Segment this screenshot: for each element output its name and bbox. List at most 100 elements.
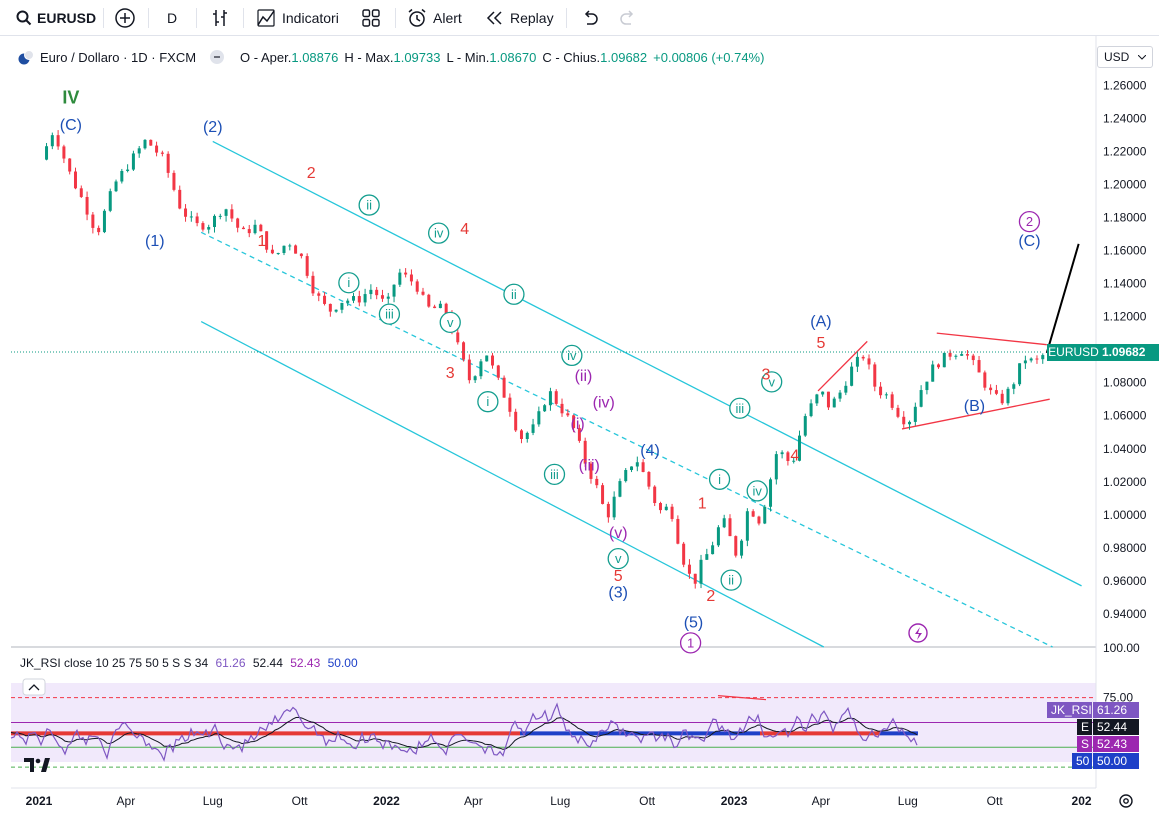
wave-label[interactable]: 5 [614, 568, 623, 585]
compare-button[interactable] [114, 6, 136, 30]
redo-button[interactable] [619, 6, 637, 30]
wave-label[interactable]: 5 [816, 335, 825, 352]
wave-label[interactable]: (3) [608, 585, 628, 602]
wave-label[interactable]: 1 [698, 495, 707, 512]
triangle-line[interactable] [901, 398, 1050, 430]
candle-body [658, 503, 662, 511]
wave-label[interactable]: (C) [1018, 233, 1040, 250]
open-label: O - Aper. [240, 49, 292, 65]
channel-line[interactable] [200, 320, 825, 648]
chart-legend: Euro / Dollaro · 1D · FXCM O - Aper. 1.08… [18, 48, 764, 66]
wave-label[interactable]: v [447, 315, 454, 330]
alert-button[interactable]: Alert [407, 6, 462, 30]
wave-label[interactable]: ii [728, 573, 734, 588]
wave-label[interactable]: 4 [460, 221, 469, 238]
price-tick-label: 1.08000 [1103, 376, 1147, 390]
candle-body [525, 432, 529, 439]
wave-label[interactable]: (C) [60, 117, 82, 134]
wave-label[interactable]: 3 [761, 367, 770, 384]
wave-label[interactable]: ii [511, 287, 517, 302]
rsi-tag-jk-value-text: 61.26 [1097, 703, 1128, 717]
candle-body [647, 471, 651, 487]
wave-label[interactable]: 3 [446, 365, 455, 382]
grid-icon [362, 9, 380, 27]
wave-label[interactable]: IV [62, 88, 79, 108]
wave-label[interactable]: 2 [307, 165, 316, 182]
channel-line[interactable] [200, 231, 1053, 648]
wave-label[interactable]: (B) [964, 398, 985, 415]
wave-label-circle [439, 311, 461, 334]
candle-body [247, 229, 251, 234]
candle-body [496, 365, 500, 378]
wave-label[interactable]: i [486, 394, 489, 409]
candle-body [346, 300, 350, 303]
wave-label[interactable]: (2) [203, 119, 223, 136]
price-tick-label: 1.22000 [1103, 144, 1147, 158]
price-tick-label: 0.98000 [1103, 541, 1147, 555]
rsi-tag-e-value: 52.44 [1093, 719, 1139, 735]
wave-label[interactable]: i [718, 472, 721, 487]
wave-label[interactable]: (1) [145, 233, 165, 250]
collapse-chevron-icon[interactable] [22, 678, 46, 696]
chart-type-button[interactable] [211, 6, 229, 30]
triangle-line[interactable] [936, 332, 1047, 346]
price-tick-label: 1.02000 [1103, 475, 1147, 489]
wave-label[interactable]: iii [735, 401, 744, 416]
wave-label[interactable]: iv [753, 483, 763, 498]
wave-label[interactable]: (ii) [575, 368, 593, 385]
wave-label[interactable]: iii [385, 307, 394, 322]
gear-icon[interactable] [1119, 794, 1133, 808]
rsi-tick-label: 75.00 [1103, 691, 1133, 705]
candle-body [1041, 355, 1045, 360]
candle-body [334, 309, 338, 312]
wave-label[interactable]: iv [434, 226, 444, 241]
layouts-button[interactable] [362, 6, 380, 30]
wave-label[interactable]: (iii) [579, 457, 600, 474]
legend-menu-icon[interactable] [210, 50, 225, 64]
candle-body [328, 303, 332, 312]
currency-selector[interactable]: USD [1097, 46, 1153, 68]
wave-label[interactable]: (5) [684, 614, 704, 631]
wave-label[interactable]: (iv) [593, 395, 615, 412]
wave-label[interactable]: iv [567, 348, 577, 363]
wave-label[interactable]: (4) [640, 443, 660, 460]
rsi-tag-jk-value: 61.26 [1093, 702, 1139, 718]
plus-circle-icon [115, 8, 135, 28]
wave-label[interactable]: (i) [571, 416, 585, 433]
candle-body [572, 415, 576, 429]
wave-label[interactable]: i [347, 275, 350, 290]
candle-body [618, 481, 622, 497]
interval-button[interactable]: D [167, 6, 177, 30]
wave-label[interactable]: ii [366, 198, 372, 213]
time-axis[interactable]: 2021 Apr Lug Ott 2022 Apr Lug Ott 2023 Apr Lug Ott 2… [26, 794, 1092, 808]
triangle-line[interactable] [817, 340, 868, 392]
wave-label[interactable]: 2 [1026, 214, 1033, 229]
undo-button[interactable] [581, 6, 599, 30]
candle-body [108, 191, 112, 211]
wave-label[interactable]: 1 [258, 233, 267, 250]
symbol-title: Euro / Dollaro · 1D · FXCM [40, 49, 197, 65]
replay-button[interactable]: Replay [486, 6, 554, 30]
rsi-tick-label: 100.00 [1103, 641, 1140, 655]
indicators-button[interactable]: Indicatori [256, 6, 339, 30]
symbol-search[interactable]: EURUSD [16, 6, 96, 30]
candle-body [821, 391, 825, 395]
candle-body [172, 172, 176, 190]
wave-label-circle [543, 463, 566, 486]
wave-label[interactable]: v [768, 374, 775, 389]
candle-body [305, 256, 309, 276]
wave-label[interactable]: 1 [687, 635, 694, 650]
wave-label[interactable]: iii [550, 467, 559, 482]
wave-label[interactable]: (v) [609, 525, 628, 542]
candle-body [45, 146, 49, 160]
price-axis[interactable]: 1.280001.260001.240001.220001.200001.180… [1103, 45, 1147, 621]
projection-line[interactable] [1045, 243, 1080, 354]
wave-label[interactable]: v [615, 551, 622, 566]
wave-label[interactable]: 2 [706, 588, 715, 605]
lightning-icon[interactable] [908, 623, 928, 643]
candle-body [149, 139, 153, 146]
wave-label[interactable]: 4 [790, 448, 799, 465]
wave-label[interactable]: (A) [810, 314, 831, 331]
channel-line[interactable] [212, 140, 1082, 587]
